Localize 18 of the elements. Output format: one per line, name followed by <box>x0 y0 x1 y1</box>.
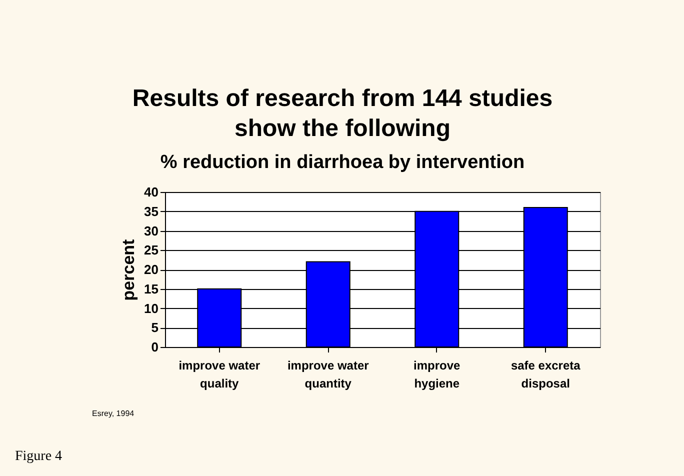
x-tick-label: improve water quantity <box>287 358 370 390</box>
x-tick-label: improve water quality <box>178 358 260 390</box>
y-tick-label: 20 <box>144 262 158 277</box>
y-axis-title: percent <box>119 238 138 301</box>
y-tick-label: 25 <box>144 242 158 258</box>
caption: Figure 4 <box>15 449 62 464</box>
y-tick-label: 10 <box>144 300 158 316</box>
y-tick-label: 35 <box>144 204 158 219</box>
y-tick-label: 5 <box>151 320 158 336</box>
y-tick-label: 15 <box>144 281 158 296</box>
x-tick-label: safe excreta disposal <box>510 358 581 390</box>
chart-title: Results of research from 144 studies show the following <box>132 85 553 142</box>
x-tick-label: improve hygiene <box>414 358 461 390</box>
y-tick-label: 40 <box>144 184 158 200</box>
text: Esrey, 1994 <box>92 409 135 418</box>
y-tick-label: 0 <box>151 340 158 354</box>
y-tick-label: 30 <box>144 223 158 238</box>
chart-subtitle: % reduction in diarrhoea by intervention <box>160 152 525 173</box>
